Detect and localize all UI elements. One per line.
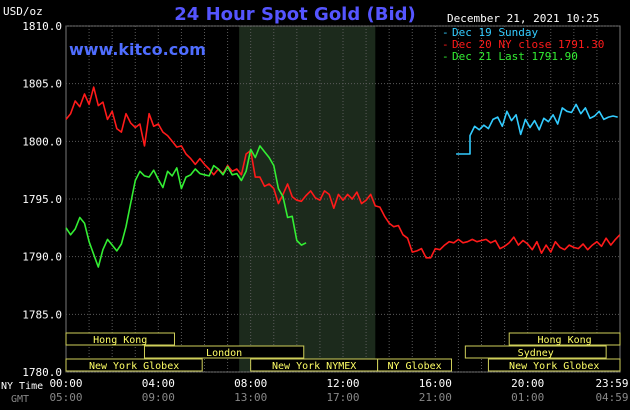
series-line-2: [65, 145, 307, 268]
legend-marker: -: [442, 50, 449, 63]
market-session-label: New York NYMEX: [272, 361, 356, 372]
x-tick-label-ny: 16:00: [419, 377, 452, 390]
x-tick-label-gmt: 05:00: [49, 391, 82, 404]
market-session-bar: [65, 358, 203, 372]
x-tick-label-gmt: 17:00: [326, 391, 359, 404]
y-tick-label: 1790.0: [22, 251, 62, 264]
y-tick-label: 1795.0: [22, 193, 62, 206]
x-tick-label-ny: 08:00: [234, 377, 267, 390]
market-session-label: New York Globex: [509, 361, 599, 372]
market-session-label: Hong Kong: [538, 335, 592, 346]
market-session-label: New York Globex: [89, 361, 179, 372]
legend-entry: Dec 20 NY close 1791.30: [452, 38, 604, 51]
series-line-0: [456, 103, 618, 155]
y-tick-label: 1810.0: [22, 20, 62, 33]
market-session-bar: [464, 345, 607, 359]
y-tick-label: 1780.0: [22, 366, 62, 379]
y-tick-label: 1805.0: [22, 78, 62, 91]
legend-marker: -: [442, 38, 449, 51]
x-tick-label-gmt: 04:59: [595, 391, 628, 404]
market-session-label: London: [206, 348, 242, 359]
legend-marker: -: [442, 26, 449, 39]
market-session-bar: [377, 358, 452, 372]
x-tick-label-ny: 12:00: [326, 377, 359, 390]
source-watermark: www.kitco.com: [69, 40, 206, 59]
x-tick-label-gmt: 21:00: [419, 391, 452, 404]
series-line-1: [65, 86, 621, 259]
chart-title: 24 Hour Spot Gold (Bid): [174, 4, 415, 25]
market-session-bar: [143, 345, 305, 359]
x-tick-label-ny: 20:00: [511, 377, 544, 390]
market-session-label: Hong Kong: [93, 335, 147, 346]
market-session-label: NY Globex: [387, 361, 441, 372]
market-session-bar: [508, 332, 621, 346]
market-session-bar: [65, 332, 175, 346]
timestamp: December 21, 2021 10:25: [447, 12, 599, 25]
market-session-bar: [487, 358, 621, 372]
y-tick-label: 1800.0: [22, 135, 62, 148]
y-unit-label: USD/oz: [3, 5, 43, 18]
x-tick-label-gmt: 01:00: [511, 391, 544, 404]
x-tick-label-ny: 00:00: [49, 377, 82, 390]
x-tick-label-ny: 04:00: [142, 377, 175, 390]
x-row-label-gmt: GMT: [11, 394, 29, 405]
y-tick-label: 1785.0: [22, 308, 62, 321]
x-tick-label-ny: 23:59: [595, 377, 628, 390]
x-tick-label-gmt: 13:00: [234, 391, 267, 404]
legend-entry: Dec 19 Sunday: [452, 26, 538, 39]
market-session-label: Sydney: [518, 348, 554, 359]
x-row-label-ny: NY Time: [1, 381, 43, 392]
legend-entry: Dec 21 Last 1791.90: [452, 50, 578, 63]
x-tick-label-gmt: 09:00: [142, 391, 175, 404]
